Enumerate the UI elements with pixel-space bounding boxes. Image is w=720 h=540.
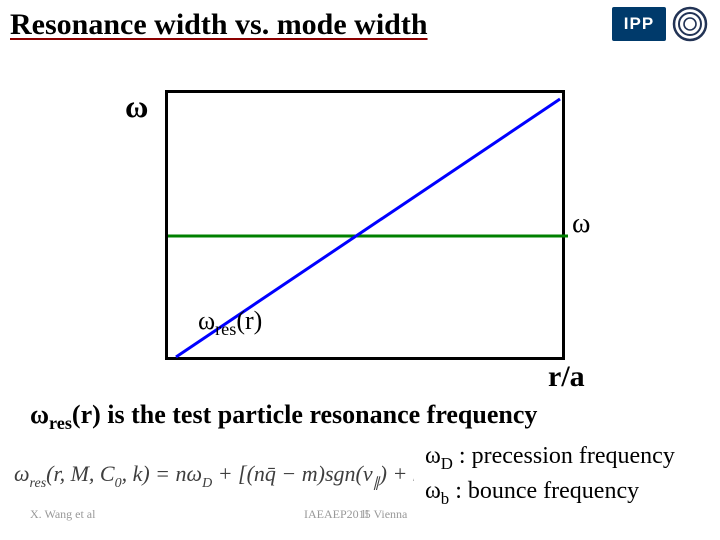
svg-text:ωres(r, M, C0, k) = nωD + [(nq: ωres(r, M, C0, k) = nωD + [(nq̄ − m)sgn(…: [14, 461, 414, 491]
logo-group: IPP: [612, 6, 708, 42]
y-axis-label: ω: [125, 88, 148, 125]
diagonal-line-label: ωres(r): [198, 306, 262, 340]
ipp-logo: IPP: [612, 7, 666, 41]
footer-author: X. Wang et al: [30, 507, 95, 522]
circular-logo: [672, 6, 708, 42]
side-notes: ωD : precession frequency ωb : bounce fr…: [425, 440, 675, 511]
note-precession: ωD : precession frequency: [425, 440, 675, 475]
page-title: Resonance width vs. mode width: [10, 8, 428, 42]
x-axis-label: r/a: [548, 360, 585, 394]
caption: ωres(r) is the test particle resonance f…: [30, 400, 537, 434]
horizontal-line-label: ω: [572, 208, 590, 240]
equation: ωres(r, M, C0, k) = nωD + [(nq̄ − m)sgn(…: [14, 453, 414, 499]
note-bounce: ωb : bounce frequency: [425, 475, 675, 510]
footer-conference: IAEAEP2015 Vienna: [304, 507, 407, 522]
footer-page-number: ll: [362, 507, 369, 522]
